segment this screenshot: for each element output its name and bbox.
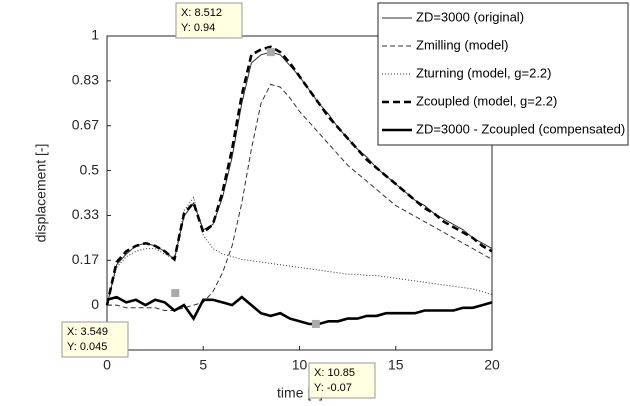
y-axis-label: displacement [-] xyxy=(33,144,49,243)
data-tip-y: Y: -0.07 xyxy=(314,382,352,394)
legend-box xyxy=(377,2,629,146)
x-tick-label: 5 xyxy=(199,357,207,373)
y-tick-label: 0.83 xyxy=(72,72,99,88)
data-tip-box xyxy=(61,321,129,358)
legend-label: ZD=3000 (original) xyxy=(416,9,524,24)
x-tick-label: 15 xyxy=(388,357,404,373)
data-tip-x: X: 10.85 xyxy=(314,367,355,379)
x-tick-label: 20 xyxy=(484,357,500,373)
data-tip: X: 10.85 Y: -0.07 xyxy=(308,319,376,399)
y-tick-label: 0.67 xyxy=(72,116,99,132)
data-tip-marker xyxy=(171,289,180,298)
series-line xyxy=(106,196,493,306)
legend-label: Zturning (model, g=2.2) xyxy=(416,65,551,80)
y-tick-label: 1 xyxy=(91,27,99,43)
x-tick-label: 10 xyxy=(292,357,308,373)
data-tip-box xyxy=(308,362,376,399)
data-tip-box xyxy=(175,2,243,39)
legend-label: Zcoupled (model, g=2.2) xyxy=(416,93,557,108)
legend-label: ZD=3000 - Zcoupled (compensated) xyxy=(416,121,625,136)
series-line xyxy=(107,83,493,311)
data-tip: X: 3.549 Y: 0.045 xyxy=(61,289,180,358)
data-tip-x: X: 3.549 xyxy=(67,326,108,338)
data-tip-marker xyxy=(311,319,320,328)
y-tick-label: 0.17 xyxy=(72,251,99,267)
data-tip-x: X: 8.512 xyxy=(181,7,222,19)
data-tip-y: Y: 0.94 xyxy=(181,22,215,34)
y-tick-label: 0.33 xyxy=(72,206,99,222)
x-tick-label: 0 xyxy=(103,357,111,373)
legend: ZD=3000 (original) Zmilling (model) Zturni… xyxy=(377,2,629,146)
y-tick-label: 0.5 xyxy=(80,161,100,177)
series-line xyxy=(105,45,493,306)
series-line xyxy=(106,295,493,326)
data-tip-y: Y: 0.045 xyxy=(67,341,107,353)
data-tip: X: 8.512 Y: 0.94 xyxy=(175,2,275,57)
data-tip-marker xyxy=(266,48,275,57)
y-tick-label: 0 xyxy=(91,296,99,312)
legend-label: Zmilling (model) xyxy=(416,37,508,52)
